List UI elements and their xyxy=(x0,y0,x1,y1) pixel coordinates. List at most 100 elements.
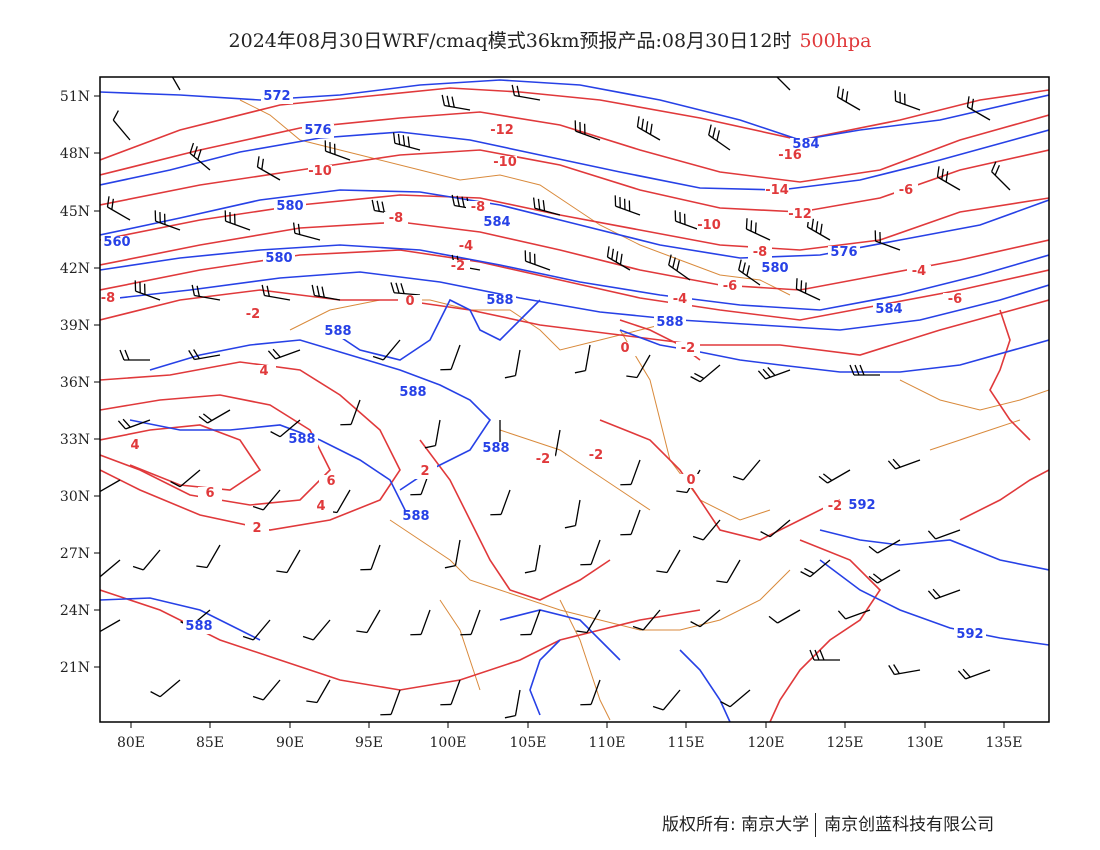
height-label-bg xyxy=(274,200,306,214)
height-isoline xyxy=(619,329,1049,373)
height-label-bg xyxy=(183,620,215,634)
lon-tick-label: 85E xyxy=(196,735,224,751)
temperature-label-bg xyxy=(697,219,721,233)
temperature-label: -6 xyxy=(723,279,737,294)
wind-barb xyxy=(800,559,831,578)
lat-tick-label: 36N xyxy=(60,375,90,391)
lon-tick-label: 115E xyxy=(668,735,705,751)
temperature-label: -4 xyxy=(912,264,926,279)
temperature-label-bg xyxy=(490,124,514,138)
temperature-isoline xyxy=(100,149,1049,213)
temperature-label-bg xyxy=(309,500,333,514)
height-label-bg xyxy=(286,433,318,447)
temperature-isoline xyxy=(100,111,1049,183)
wind-barb xyxy=(106,196,131,221)
wind-barb xyxy=(757,367,791,380)
wind-barb xyxy=(927,588,961,600)
height-label-bg xyxy=(322,325,354,339)
temperature-label-bg xyxy=(668,293,692,307)
temperature-label: -8 xyxy=(101,291,115,306)
temperature-labels: -12-10-10-8-8-6-6-4-4-2-200224466-16-14-… xyxy=(100,123,967,536)
title-level: 500hpa xyxy=(799,30,872,52)
temperature-label-bg xyxy=(765,184,789,198)
wind-barb xyxy=(936,166,961,191)
temperature-label: 2 xyxy=(420,464,429,479)
wind-barb xyxy=(927,529,961,540)
wind-barb xyxy=(440,344,461,371)
height-label: 560 xyxy=(103,235,130,250)
wind-barb xyxy=(795,278,821,301)
height-label: 588 xyxy=(482,441,509,456)
temperature-label: 4 xyxy=(259,364,268,379)
wind-barb xyxy=(154,210,181,231)
wind-barb xyxy=(504,349,521,379)
temperature-label: -8 xyxy=(471,200,485,215)
wind-barb xyxy=(771,77,791,91)
temperature-label: 0 xyxy=(405,294,414,309)
temperature-isoline xyxy=(599,419,841,541)
wind-barb xyxy=(224,210,251,231)
footer-divider xyxy=(815,813,817,837)
wind-barb xyxy=(652,689,681,711)
wind-barb xyxy=(991,161,1011,191)
wind-barbs xyxy=(100,77,1011,719)
height-label: 576 xyxy=(830,245,857,260)
wind-barb xyxy=(690,364,721,383)
wind-barb xyxy=(668,254,691,281)
wind-barb xyxy=(576,609,601,634)
axis-ticks: 80E 85E 90E 95E 100E 105E 110E 115E 120E 125E 130E… xyxy=(60,89,1023,751)
lat-tick-label: 42N xyxy=(60,261,90,277)
wind-barb xyxy=(520,609,541,636)
temperature-label: -2 xyxy=(589,448,603,463)
height-isoline xyxy=(529,639,561,716)
temperature-label-bg xyxy=(398,295,422,309)
height-isoline xyxy=(149,339,492,491)
height-label-bg xyxy=(261,90,293,104)
wind-barb xyxy=(574,120,601,141)
height-labels: 572 576 580 580 584 584 588 588 588 588 588 588 588 5… xyxy=(101,89,986,642)
height-label: 588 xyxy=(402,509,429,524)
border-line xyxy=(239,99,791,296)
wind-barb xyxy=(656,549,681,574)
wind-barb xyxy=(580,539,601,566)
temperature-label: -14 xyxy=(765,183,789,198)
lat-tick-label: 45N xyxy=(60,204,90,220)
wind-barb xyxy=(392,132,421,151)
temperature-label: -10 xyxy=(493,155,517,170)
height-label-bg xyxy=(654,316,686,330)
height-label: 584 xyxy=(792,137,819,152)
wind-barb xyxy=(460,609,481,636)
wind-barb xyxy=(302,619,331,641)
height-label-bg xyxy=(480,442,512,456)
wind-barb xyxy=(188,349,221,361)
height-isoline xyxy=(499,609,621,661)
height-label: 576 xyxy=(304,123,331,138)
temperature-isoline xyxy=(100,87,1049,161)
wind-barb xyxy=(372,339,401,361)
lon-tick-label: 130E xyxy=(907,735,944,751)
height-label-bg xyxy=(263,252,295,266)
height-label-bg xyxy=(759,262,791,276)
wind-barb xyxy=(490,489,511,516)
height-isoline xyxy=(819,559,1049,646)
lat-tick-label: 33N xyxy=(60,432,90,448)
temperature-label-bg xyxy=(748,246,772,260)
height-label: 588 xyxy=(288,432,315,447)
wind-barb xyxy=(809,649,840,661)
wind-barb xyxy=(276,549,301,574)
lon-tick-label: 120E xyxy=(748,735,785,751)
wind-barb xyxy=(252,679,281,701)
wind-barb xyxy=(360,544,381,571)
height-label: 588 xyxy=(399,385,426,400)
temperature-label-bg xyxy=(446,260,470,274)
wind-barb xyxy=(380,689,401,716)
temperature-label: -2 xyxy=(828,499,842,514)
temperature-label-bg xyxy=(788,208,812,222)
temperature-label-bg xyxy=(319,475,343,489)
wind-barb xyxy=(292,222,321,241)
temperature-label-bg xyxy=(679,474,703,488)
wind-barb xyxy=(132,549,161,571)
height-label-bg xyxy=(954,628,986,642)
temperature-label: -6 xyxy=(899,183,913,198)
temperature-isoline xyxy=(959,469,1049,521)
